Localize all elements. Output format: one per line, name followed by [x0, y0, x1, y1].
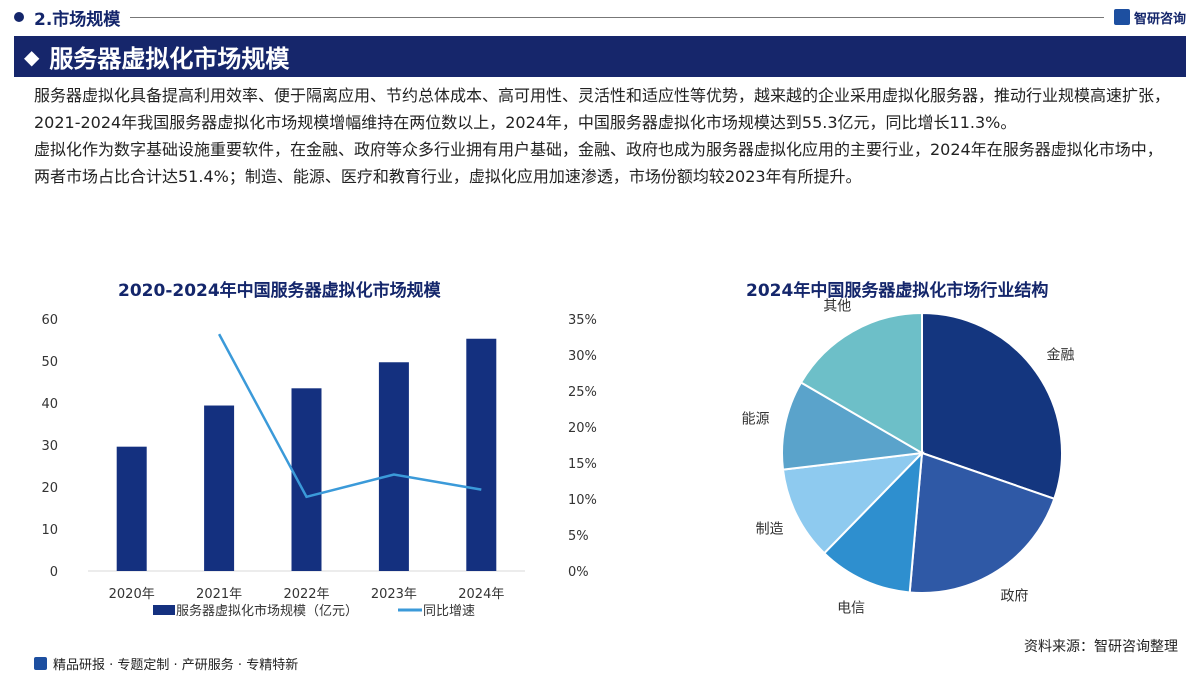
y-tick-label: 0	[50, 565, 58, 580]
y2-tick-label: 15%	[568, 457, 597, 472]
y2-tick-label: 30%	[568, 349, 597, 364]
y-tick-label: 60	[41, 313, 58, 328]
slice-label: 能源	[742, 412, 770, 428]
footer-text: 精品研报 · 专题定制 · 产研服务 · 专精特新	[53, 658, 299, 673]
pie-slice	[908, 451, 1056, 594]
y2-tick-label: 0%	[568, 565, 589, 580]
bar-line-chart: 0 10 20 30 40 50 60 0% 5% 10% 15% 20% 25% 30% 35% 2020年…	[41, 313, 597, 619]
logo-icon	[1113, 9, 1130, 25]
logo-text: 智研咨询	[1133, 11, 1186, 27]
slice-label: 制造	[756, 521, 784, 537]
x-tick-label: 2020年	[109, 587, 155, 602]
x-tick-label: 2022年	[283, 587, 329, 602]
y2-tick-label: 20%	[568, 421, 597, 436]
bar	[378, 362, 409, 571]
legend-swatch-bar	[153, 605, 175, 615]
header-divider	[130, 16, 1104, 18]
legend-label: 服务器虚拟化市场规模（亿元）	[176, 603, 358, 619]
bar-chart-title: 2020-2024年中国服务器虚拟化市场规模	[118, 281, 441, 301]
x-tick-label: 2023年	[371, 587, 417, 602]
y-tick-label: 20	[41, 481, 58, 496]
growth-line	[217, 333, 482, 499]
diamond-icon: ◆	[24, 44, 40, 69]
pie-chart-title: 2024年中国服务器虚拟化市场行业结构	[746, 281, 1049, 301]
y-tick-label: 50	[41, 355, 58, 370]
pie-slice	[921, 311, 1063, 501]
pie-slice	[799, 311, 923, 455]
y-tick-label: 10	[41, 523, 58, 538]
pie-slice	[781, 381, 926, 471]
section-header: 2.市场规模 智研咨询	[14, 4, 1186, 30]
body-text: 服务器虚拟化具备提高利用效率、便于隔离应用、节约总体成本、高可用性、灵活性和适应…	[34, 82, 1174, 190]
brand-logo: 智研咨询	[1113, 8, 1186, 27]
bullet-icon	[14, 12, 24, 22]
pie-slice	[822, 450, 924, 594]
paragraph: 服务器虚拟化具备提高利用效率、便于隔离应用、节约总体成本、高可用性、灵活性和适应…	[34, 86, 1171, 132]
slice-label: 政府	[1000, 589, 1028, 605]
logo-icon	[34, 657, 47, 670]
title-band: ◆ 服务器虚拟化市场规模	[14, 36, 1186, 77]
footer-tagline: 精品研报 · 专题定制 · 产研服务 · 专精特新	[34, 654, 298, 673]
bar	[466, 338, 497, 571]
y2-tick-label: 35%	[568, 313, 597, 328]
section-title: 2.市场规模	[34, 9, 121, 30]
y2-tick-label: 25%	[568, 385, 597, 400]
bar	[116, 446, 147, 571]
slice-label: 电信	[837, 600, 865, 616]
bar	[204, 405, 235, 571]
source-note: 资料来源：智研咨询整理	[1024, 639, 1178, 655]
slice-label: 金融	[1046, 347, 1074, 363]
y-tick-label: 40	[41, 397, 58, 412]
paragraph: 虚拟化作为数字基础设施重要软件，在金融、政府等众多行业拥有用户基础，金融、政府也…	[34, 140, 1163, 186]
y-tick-label: 30	[41, 439, 58, 454]
slice-label: 其他	[823, 299, 851, 315]
pie-slice	[781, 451, 925, 555]
y2-tick-label: 5%	[568, 529, 589, 544]
legend-label: 同比增速	[423, 604, 475, 619]
y2-tick-label: 10%	[568, 493, 597, 508]
x-tick-label: 2021年	[196, 587, 242, 602]
page-title: 服务器虚拟化市场规模	[49, 45, 290, 73]
x-tick-label: 2024年	[458, 587, 504, 602]
